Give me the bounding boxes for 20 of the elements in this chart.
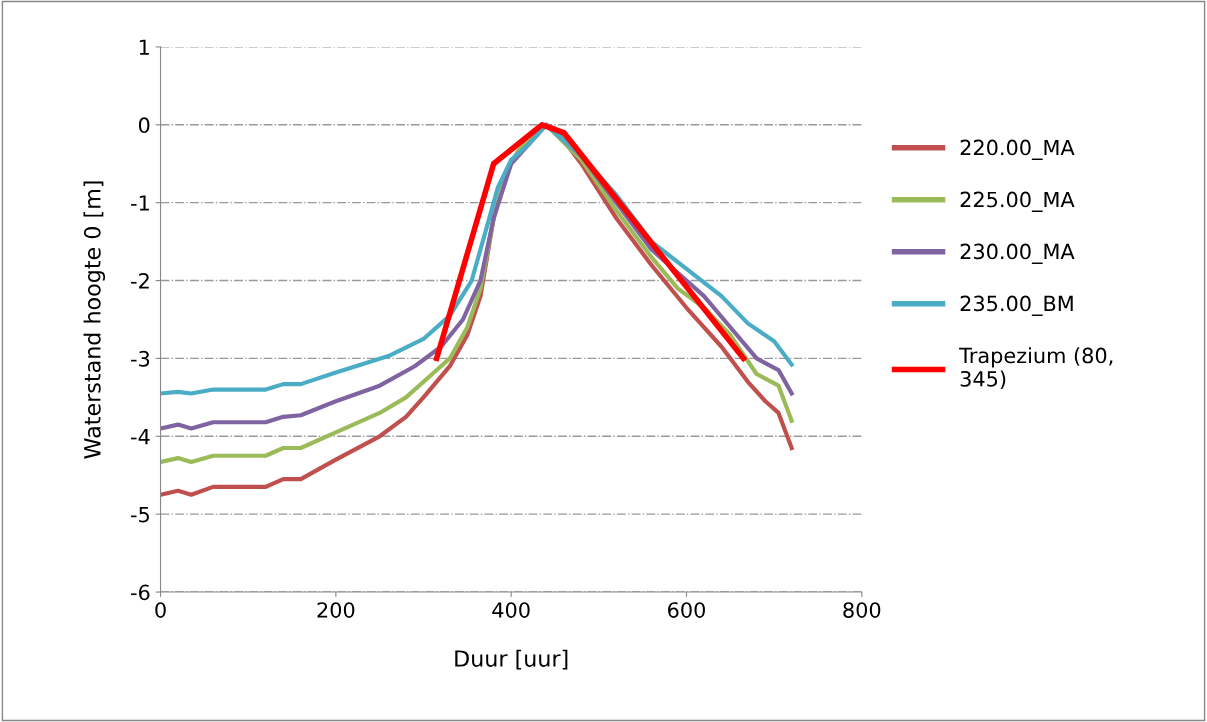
y-tick-label: -3 <box>131 350 150 367</box>
x-tick-label: 200 <box>317 602 355 618</box>
y-tick-label: -5 <box>131 506 149 523</box>
y-tick-label: -1 <box>131 195 149 211</box>
legend-label: Trapezium (80, 345) <box>959 347 1113 390</box>
x-tick-label: 800 <box>843 602 881 618</box>
x-tick-label: 0 <box>155 602 166 618</box>
x-axis-title: Duur [uur] <box>455 649 568 670</box>
y-tick-label: -6 <box>131 584 150 601</box>
legend-label: 225.00_MA <box>960 191 1075 212</box>
y-tick-label: -4 <box>131 429 150 445</box>
legend-label: 220.00_MA <box>960 139 1075 160</box>
y-axis-title: Waterstand hoogte 0 [m] <box>83 181 106 459</box>
x-tick-label: 600 <box>668 602 705 618</box>
legend-label: 235.00_BM <box>960 295 1073 316</box>
y-tick-label: -2 <box>131 273 149 289</box>
y-tick-label: 0 <box>138 117 150 134</box>
x-tick-label: 400 <box>492 602 530 618</box>
legend-label: 230.00_MA <box>960 243 1075 264</box>
y-tick-label: 1 <box>139 39 149 55</box>
